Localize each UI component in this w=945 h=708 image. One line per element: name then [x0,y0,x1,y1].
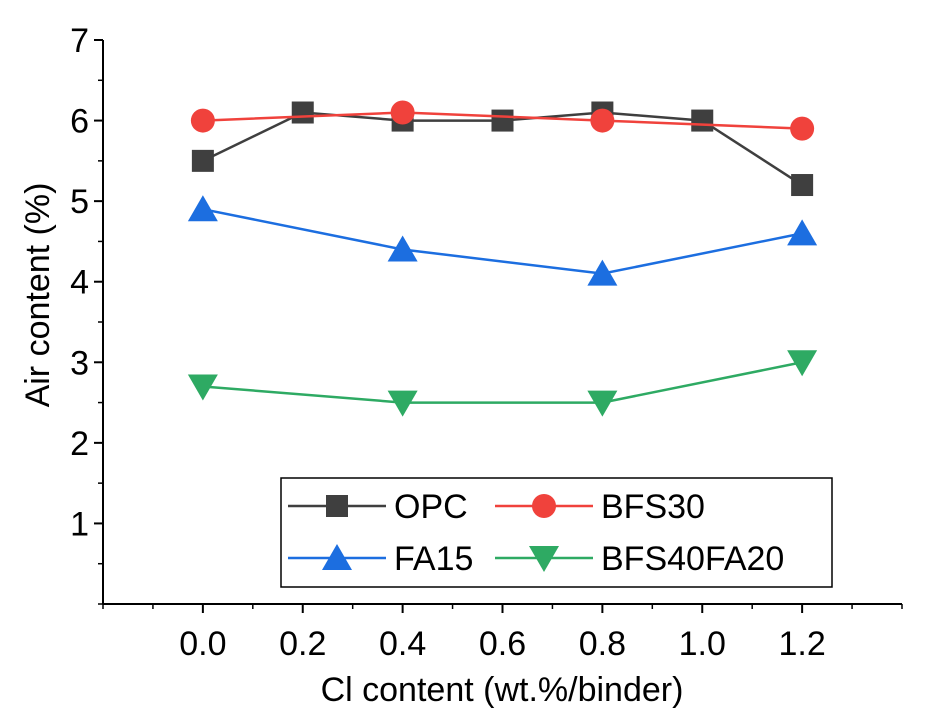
data-point-bfs40fa20 [187,374,218,401]
legend-box [280,477,833,588]
legend-marker-fa15 [322,544,352,570]
y-tick-label: 4 [70,264,89,302]
axes: 0.0 0.2 0.4 0.6 0.8 1.0 1.2 1 2 3 4 5 6 7 [70,22,903,663]
legend-marker-bfs40fa20 [529,546,559,572]
series-line-bfs30 [202,111,803,130]
data-point-opc [491,109,514,132]
data-point-bfs30 [190,108,215,133]
y-axis-title: Air content (%) [19,183,57,408]
x-tick-label: 1.0 [679,625,726,663]
legend-label-opc: OPC [394,488,468,526]
data-point-fa15 [587,259,618,286]
x-tick-label: 0.4 [379,625,426,663]
series-bfs30 [190,100,815,141]
y-tick-label: 1 [70,505,89,543]
data-point-bfs30 [590,108,615,133]
legend-label-fa15: FA15 [394,540,473,578]
data-point-opc [791,174,814,197]
legend: OPC BFS30 FA15 BFS40FA20 [280,477,833,588]
data-point-bfs30 [790,116,815,141]
legend-marker-bfs30 [532,494,556,518]
data-point-opc [291,101,314,124]
data-point-fa15 [187,195,218,222]
series-line-bfs40fa20 [202,361,803,404]
y-tick-label: 2 [70,425,89,463]
legend-marker-opc [326,495,348,517]
data-point-fa15 [387,235,418,262]
series-line-fa15 [202,207,803,275]
series-bfs40fa20 [187,350,818,417]
legend-label-bfs40fa20: BFS40FA20 [601,540,784,578]
y-tick-label: 7 [70,22,89,60]
data-point-bfs40fa20 [787,350,818,377]
data-point-bfs40fa20 [387,390,418,417]
y-tick-label: 3 [70,344,89,382]
x-tick-label: 0.2 [279,625,326,663]
data-point-fa15 [787,219,818,246]
x-tick-label: 0.8 [579,625,626,663]
series-layer [187,100,818,417]
y-tick-label: 6 [70,103,89,141]
legend-label-bfs30: BFS30 [601,488,705,526]
x-tick-label: 1.2 [778,625,825,663]
x-axis-title: Cl content (wt.%/binder) [321,671,684,708]
data-point-opc [191,149,214,172]
data-point-opc [691,109,714,132]
data-point-bfs30 [390,100,415,125]
data-point-bfs40fa20 [587,390,618,417]
x-tick-label: 0.6 [479,625,526,663]
series-fa15 [187,195,818,286]
x-tick-label: 0.0 [179,625,226,663]
y-tick-label: 5 [70,183,89,221]
